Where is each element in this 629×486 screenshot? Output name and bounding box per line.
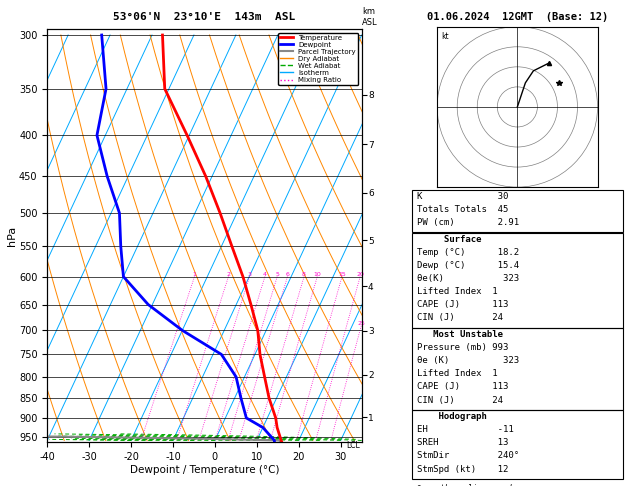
Legend: Temperature, Dewpoint, Parcel Trajectory, Dry Adiabat, Wet Adiabat, Isotherm, Mi: Temperature, Dewpoint, Parcel Trajectory… bbox=[279, 33, 358, 85]
Text: 8: 8 bbox=[302, 272, 306, 277]
Text: © weatheronline.co.uk: © weatheronline.co.uk bbox=[417, 484, 514, 486]
Text: 5: 5 bbox=[276, 272, 279, 277]
Text: Lifted Index  1: Lifted Index 1 bbox=[417, 287, 498, 296]
Text: 1: 1 bbox=[192, 272, 196, 277]
Text: θe (K)          323: θe (K) 323 bbox=[417, 356, 519, 365]
X-axis label: Dewpoint / Temperature (°C): Dewpoint / Temperature (°C) bbox=[130, 465, 279, 475]
Text: CIN (J)       24: CIN (J) 24 bbox=[417, 396, 503, 405]
Text: 15: 15 bbox=[338, 272, 346, 277]
Text: Most Unstable: Most Unstable bbox=[417, 330, 503, 339]
Text: kt: kt bbox=[441, 32, 449, 41]
Text: Lifted Index  1: Lifted Index 1 bbox=[417, 369, 498, 379]
Text: 2: 2 bbox=[226, 272, 230, 277]
Text: θe(K)           323: θe(K) 323 bbox=[417, 274, 519, 283]
Text: Dewp (°C)      15.4: Dewp (°C) 15.4 bbox=[417, 261, 519, 270]
Text: Hodograph: Hodograph bbox=[417, 412, 487, 421]
Y-axis label: hPa: hPa bbox=[8, 226, 18, 246]
Text: SREH           13: SREH 13 bbox=[417, 438, 508, 448]
Text: Pressure (mb) 993: Pressure (mb) 993 bbox=[417, 343, 508, 352]
Text: 4: 4 bbox=[263, 272, 267, 277]
Text: km
ASL: km ASL bbox=[362, 7, 378, 27]
Text: Surface: Surface bbox=[417, 235, 482, 244]
Text: 01.06.2024  12GMT  (Base: 12): 01.06.2024 12GMT (Base: 12) bbox=[426, 12, 608, 22]
Text: StmSpd (kt)    12: StmSpd (kt) 12 bbox=[417, 465, 508, 474]
Text: EH             -11: EH -11 bbox=[417, 425, 514, 434]
Text: PW (cm)        2.91: PW (cm) 2.91 bbox=[417, 218, 519, 227]
Text: Totals Totals  45: Totals Totals 45 bbox=[417, 205, 508, 214]
Text: 20: 20 bbox=[356, 272, 364, 277]
Text: 10: 10 bbox=[313, 272, 321, 277]
Text: CAPE (J)      113: CAPE (J) 113 bbox=[417, 382, 508, 392]
Text: K              30: K 30 bbox=[417, 192, 508, 201]
Text: CAPE (J)      113: CAPE (J) 113 bbox=[417, 300, 508, 310]
Text: CIN (J)       24: CIN (J) 24 bbox=[417, 313, 503, 323]
Text: StmDir         240°: StmDir 240° bbox=[417, 451, 519, 461]
Text: Temp (°C)      18.2: Temp (°C) 18.2 bbox=[417, 248, 519, 257]
Text: 53°06'N  23°10'E  143m  ASL: 53°06'N 23°10'E 143m ASL bbox=[113, 12, 296, 22]
Text: 3: 3 bbox=[247, 272, 252, 277]
Text: 25: 25 bbox=[357, 321, 365, 326]
Text: LCL: LCL bbox=[347, 441, 360, 450]
Text: 6: 6 bbox=[286, 272, 289, 277]
